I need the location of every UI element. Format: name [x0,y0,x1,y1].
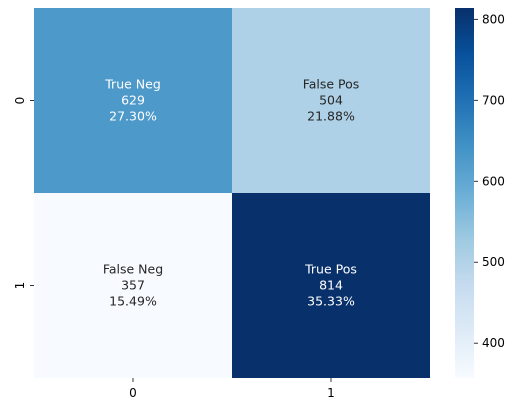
colorbar-tick-label-3: 700 [482,93,505,107]
heatmap-cell-1-0 [34,193,232,378]
y-tick-label-1: 1 [13,282,27,290]
cell-label-0-0: True Neg [104,77,161,92]
heatmap-cell-0-0 [34,8,232,193]
cell-count-1-0: 357 [121,278,145,293]
heatmap-axes: 0 1 0 1 [13,97,335,400]
cell-label-0-1: False Pos [303,77,360,92]
cell-percent-0-1: 21.88% [307,109,355,124]
x-tick-label-0: 0 [129,386,137,400]
colorbar: 400 500 600 700 800 [455,8,505,378]
heatmap-cell-0-1 [232,8,430,193]
cell-percent-0-0: 27.30% [109,109,157,124]
cell-label-1-0: False Neg [103,262,163,277]
cell-count-0-1: 504 [319,93,343,108]
cell-label-1-1: True Pos [304,262,357,277]
cell-count-1-1: 814 [319,278,343,293]
y-tick-label-0: 0 [13,97,27,105]
colorbar-tick-label-0: 400 [482,336,505,350]
cell-count-0-0: 629 [121,93,145,108]
cell-percent-1-1: 35.33% [307,294,355,309]
x-tick-label-1: 1 [327,386,335,400]
colorbar-gradient [455,8,474,378]
colorbar-tick-label-1: 500 [482,255,505,269]
colorbar-tick-label-4: 800 [482,12,505,26]
heatmap-cell-1-1 [232,193,430,378]
cell-percent-1-0: 15.49% [109,294,157,309]
colorbar-tick-label-2: 600 [482,174,505,188]
